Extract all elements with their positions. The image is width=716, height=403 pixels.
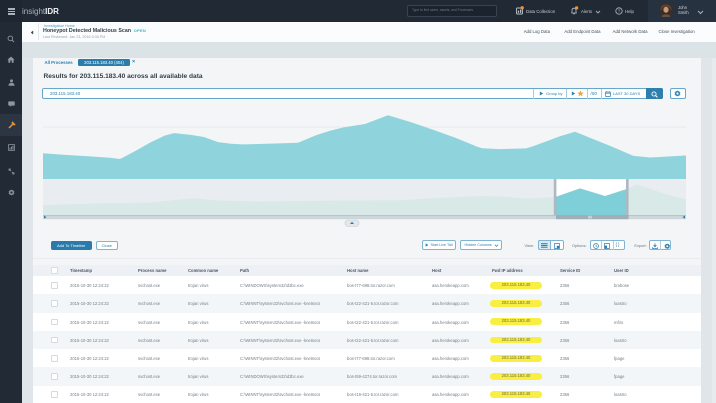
svg-text:?: ?: [618, 8, 621, 13]
